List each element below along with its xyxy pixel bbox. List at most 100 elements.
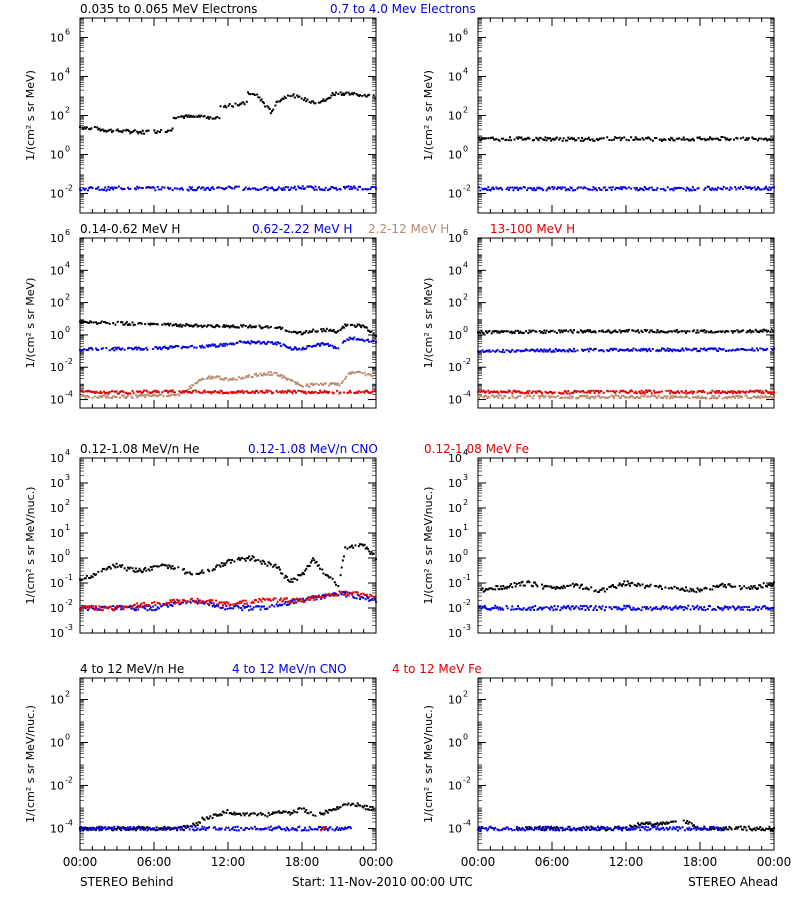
data-point — [263, 186, 265, 189]
data-point — [248, 555, 251, 558]
data-point — [683, 396, 686, 399]
data-point — [495, 391, 498, 394]
data-point — [273, 564, 276, 567]
data-point — [127, 347, 129, 350]
data-point — [259, 390, 262, 393]
data-point — [173, 567, 176, 570]
data-point — [179, 187, 182, 190]
data-point — [235, 602, 238, 605]
data-point — [348, 591, 351, 594]
data-point — [664, 189, 667, 192]
data-point — [204, 391, 207, 394]
data-point — [624, 330, 627, 333]
data-point — [537, 350, 540, 353]
data-point — [169, 322, 172, 325]
data-point — [363, 93, 366, 96]
data-point — [485, 607, 487, 610]
data-point — [183, 567, 185, 570]
data-point — [203, 188, 206, 191]
data-point — [313, 102, 316, 105]
data-point — [208, 391, 211, 394]
data-point — [226, 601, 229, 604]
data-point — [244, 559, 247, 562]
data-point — [727, 330, 730, 333]
data-point — [699, 606, 702, 609]
data-point — [632, 347, 635, 350]
data-point — [155, 608, 158, 611]
data-point — [162, 346, 165, 349]
data-point — [549, 390, 551, 393]
data-point — [762, 349, 765, 352]
data-point — [546, 187, 549, 190]
data-point — [594, 605, 597, 608]
data-point — [95, 606, 97, 609]
data-point — [268, 562, 271, 565]
data-point — [175, 345, 177, 348]
data-point — [367, 373, 369, 376]
data-point — [367, 391, 369, 394]
data-point — [575, 605, 578, 608]
data-point — [205, 325, 208, 328]
data-point — [259, 99, 262, 102]
data-point — [499, 608, 502, 611]
data-point — [555, 136, 558, 139]
data-point — [349, 592, 352, 595]
data-point — [485, 187, 487, 190]
data-point — [240, 102, 243, 105]
data-point — [80, 608, 83, 611]
data-point — [157, 346, 160, 349]
data-point — [362, 324, 365, 327]
data-point — [330, 594, 333, 597]
data-point — [647, 188, 650, 191]
data-point — [242, 605, 245, 608]
data-point — [753, 585, 756, 588]
data-point — [284, 574, 287, 577]
data-point — [305, 100, 308, 103]
data-point — [769, 188, 772, 191]
data-point — [597, 394, 599, 397]
data-point — [550, 585, 553, 588]
data-point — [295, 331, 297, 334]
data-point — [293, 96, 296, 99]
data-point — [719, 392, 722, 395]
data-point — [173, 394, 176, 397]
data-point — [765, 607, 767, 610]
data-point — [737, 186, 740, 189]
data-point — [714, 397, 717, 400]
data-point — [610, 394, 613, 397]
data-point — [167, 347, 169, 350]
y-tick-exponent: 4 — [65, 448, 70, 457]
data-point — [733, 330, 735, 333]
data-point — [120, 608, 123, 611]
data-point — [642, 390, 645, 393]
data-point — [656, 607, 659, 610]
data-point — [241, 556, 244, 559]
data-point — [760, 391, 763, 394]
data-point — [629, 606, 631, 609]
data-point — [542, 189, 545, 192]
data-point — [653, 389, 655, 392]
data-point — [296, 597, 299, 600]
data-point — [630, 348, 633, 351]
data-point — [605, 397, 607, 400]
data-point — [210, 392, 213, 395]
data-point — [200, 324, 203, 327]
data-point — [160, 128, 163, 131]
data-point — [646, 395, 649, 398]
data-point — [498, 606, 501, 609]
data-point — [228, 342, 231, 345]
data-point — [723, 396, 726, 399]
data-point — [207, 115, 209, 118]
data-point — [563, 329, 566, 332]
data-point — [522, 607, 525, 610]
data-point — [331, 330, 334, 333]
data-point — [690, 349, 693, 352]
data-point — [237, 606, 240, 609]
data-point — [632, 329, 635, 332]
data-point — [661, 588, 663, 591]
data-point — [629, 390, 631, 393]
data-point — [79, 608, 81, 611]
data-point — [745, 587, 748, 590]
data-point — [649, 583, 652, 586]
y-tick-label: 10 — [448, 232, 462, 245]
